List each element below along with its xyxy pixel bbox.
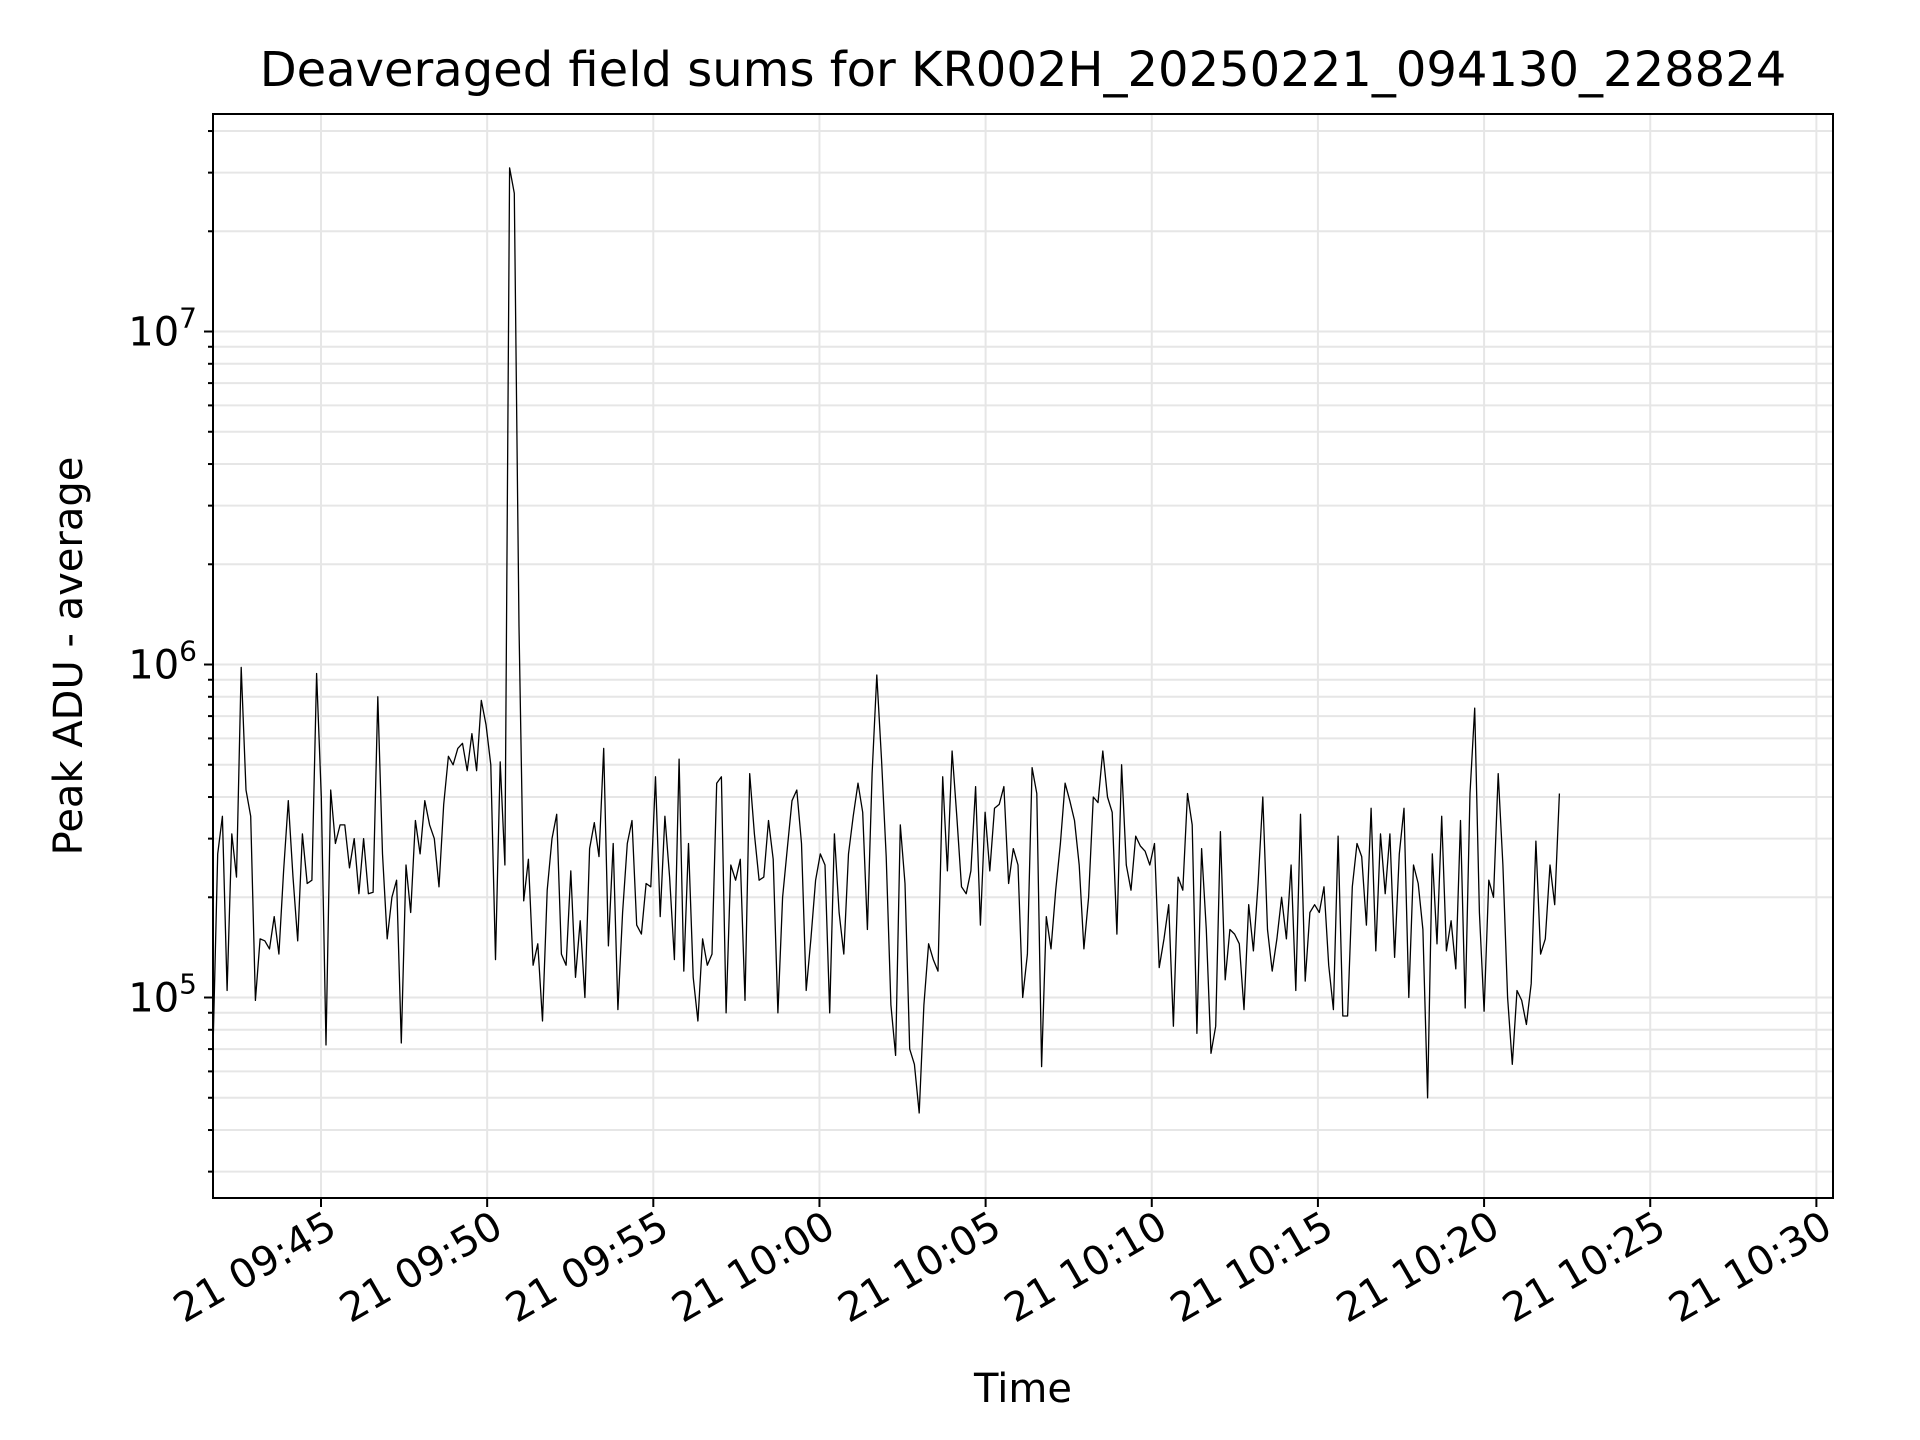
series-line — [212, 167, 1561, 1114]
y-tick-label: 107 — [128, 302, 197, 356]
x-axis-label: Time — [973, 1366, 1072, 1412]
axes-frame — [212, 113, 1834, 1199]
chart-title: Deaveraged field sums for KR002H_2025022… — [260, 42, 1787, 98]
grid — [213, 114, 1833, 1198]
y-axis-label: Peak ADU - average — [46, 457, 92, 856]
y-tick-label: 106 — [128, 635, 197, 689]
series-layer — [212, 167, 1561, 1114]
y-tick-label: 105 — [128, 968, 197, 1022]
